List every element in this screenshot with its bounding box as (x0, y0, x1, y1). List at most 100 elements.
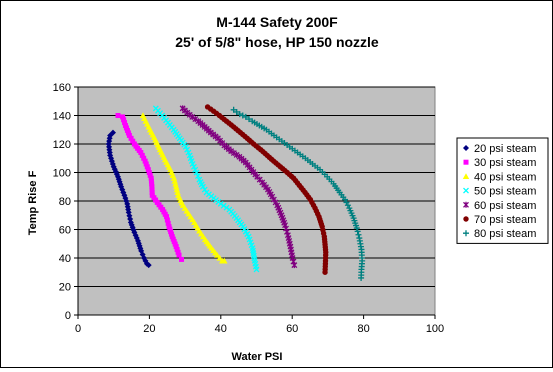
y-tick-label: 160 (53, 82, 71, 94)
y-tick-label: 20 (59, 282, 71, 294)
data-point (149, 181, 155, 187)
data-point (179, 256, 185, 262)
data-point (149, 184, 155, 190)
legend-marker (463, 159, 469, 165)
data-point (354, 228, 361, 235)
chart-title: M-144 Safety 200F (216, 14, 338, 30)
data-point (146, 170, 152, 175)
legend-label: 60 psi steam (474, 200, 536, 212)
data-point (164, 217, 170, 223)
legend-marker (463, 187, 469, 194)
data-point (174, 189, 181, 196)
series-5 (179, 105, 298, 269)
data-point (124, 200, 131, 207)
data-point (201, 186, 208, 193)
data-point (355, 231, 362, 238)
data-point (253, 266, 260, 273)
x-axis-title: Water PSI (232, 351, 283, 363)
data-point (291, 262, 298, 269)
data-point (164, 214, 170, 220)
data-point (172, 183, 180, 190)
data-point (130, 138, 136, 144)
legend-label: 50 psi steam (474, 186, 536, 198)
y-tick-label: 100 (53, 168, 71, 180)
data-point (358, 274, 365, 281)
legend-marker (463, 145, 469, 151)
legend-item: 20 psi steam (463, 143, 536, 155)
data-point (149, 187, 155, 193)
data-point (230, 106, 237, 113)
data-point (172, 180, 179, 187)
data-point (148, 178, 154, 184)
data-point (221, 257, 228, 264)
series-6 (204, 104, 329, 275)
legend-item: 50 psi steam (463, 186, 536, 198)
data-point (126, 132, 132, 138)
data-point (353, 225, 360, 232)
series-3 (139, 112, 228, 264)
legend-label: 30 psi steam (474, 157, 536, 169)
x-tick-label: 60 (286, 323, 298, 335)
data-point (322, 269, 328, 275)
legend-item: 40 psi steam (462, 171, 536, 183)
data-point (223, 204, 230, 211)
legend-label: 40 psi steam (474, 171, 536, 183)
data-point (143, 161, 149, 167)
axis-lines (74, 86, 436, 319)
data-point (139, 152, 145, 158)
legend-marker (462, 173, 470, 179)
chart-subtitle: 25' of 5/8" hose, HP 150 nozzle (175, 34, 379, 50)
data-point (175, 249, 181, 255)
x-tick-label: 0 (75, 323, 81, 335)
legend: 20 psi steam 30 psi steam 40 psi steam 50 p… (456, 137, 549, 244)
y-tick-label: 0 (65, 310, 71, 322)
x-tick-label: 80 (357, 323, 369, 335)
legend-label: 80 psi steam (474, 228, 536, 240)
y-tick-label: 120 (53, 139, 71, 151)
data-point (138, 150, 144, 156)
y-tick-label: 140 (53, 111, 71, 123)
data-point (147, 172, 153, 178)
series-layer (105, 104, 366, 281)
data-point (148, 175, 154, 181)
data-point (236, 111, 243, 118)
data-point (142, 158, 148, 164)
data-point (165, 220, 171, 226)
legend-marker (463, 201, 469, 208)
data-point (121, 117, 127, 123)
data-point (242, 113, 249, 120)
x-tick-label: 40 (215, 323, 227, 335)
legend-item: 30 psi steam (463, 157, 536, 169)
data-point (124, 203, 131, 210)
series-1 (105, 129, 152, 269)
legend-label: 20 psi steam (474, 143, 536, 155)
data-point (194, 173, 201, 180)
y-axis-title: Temp Rise F (27, 170, 39, 235)
data-point (220, 202, 227, 209)
data-point (115, 113, 121, 118)
data-point (144, 164, 150, 170)
data-point (173, 186, 181, 193)
data-point (141, 155, 147, 161)
legend-box (456, 137, 549, 244)
data-point (171, 177, 178, 184)
y-tick-label: 60 (59, 225, 71, 237)
legend-marker (463, 216, 469, 222)
data-point (120, 114, 126, 120)
legend-item: 60 psi steam (463, 200, 536, 212)
legend-label: 70 psi steam (474, 214, 536, 226)
data-point (216, 254, 223, 261)
data-point (239, 112, 246, 119)
data-point (122, 120, 128, 126)
tick-labels: 0 20 40 60 80 100 120 140 160 0 20 40 60 80 100 (53, 82, 445, 335)
data-point (170, 175, 178, 181)
series-2 (115, 113, 185, 262)
data-point (214, 251, 221, 258)
data-point (173, 244, 179, 250)
data-point (176, 252, 182, 258)
x-tick-label: 100 (426, 323, 444, 335)
legend-marker (463, 230, 469, 237)
x-tick-label: 20 (143, 323, 155, 335)
